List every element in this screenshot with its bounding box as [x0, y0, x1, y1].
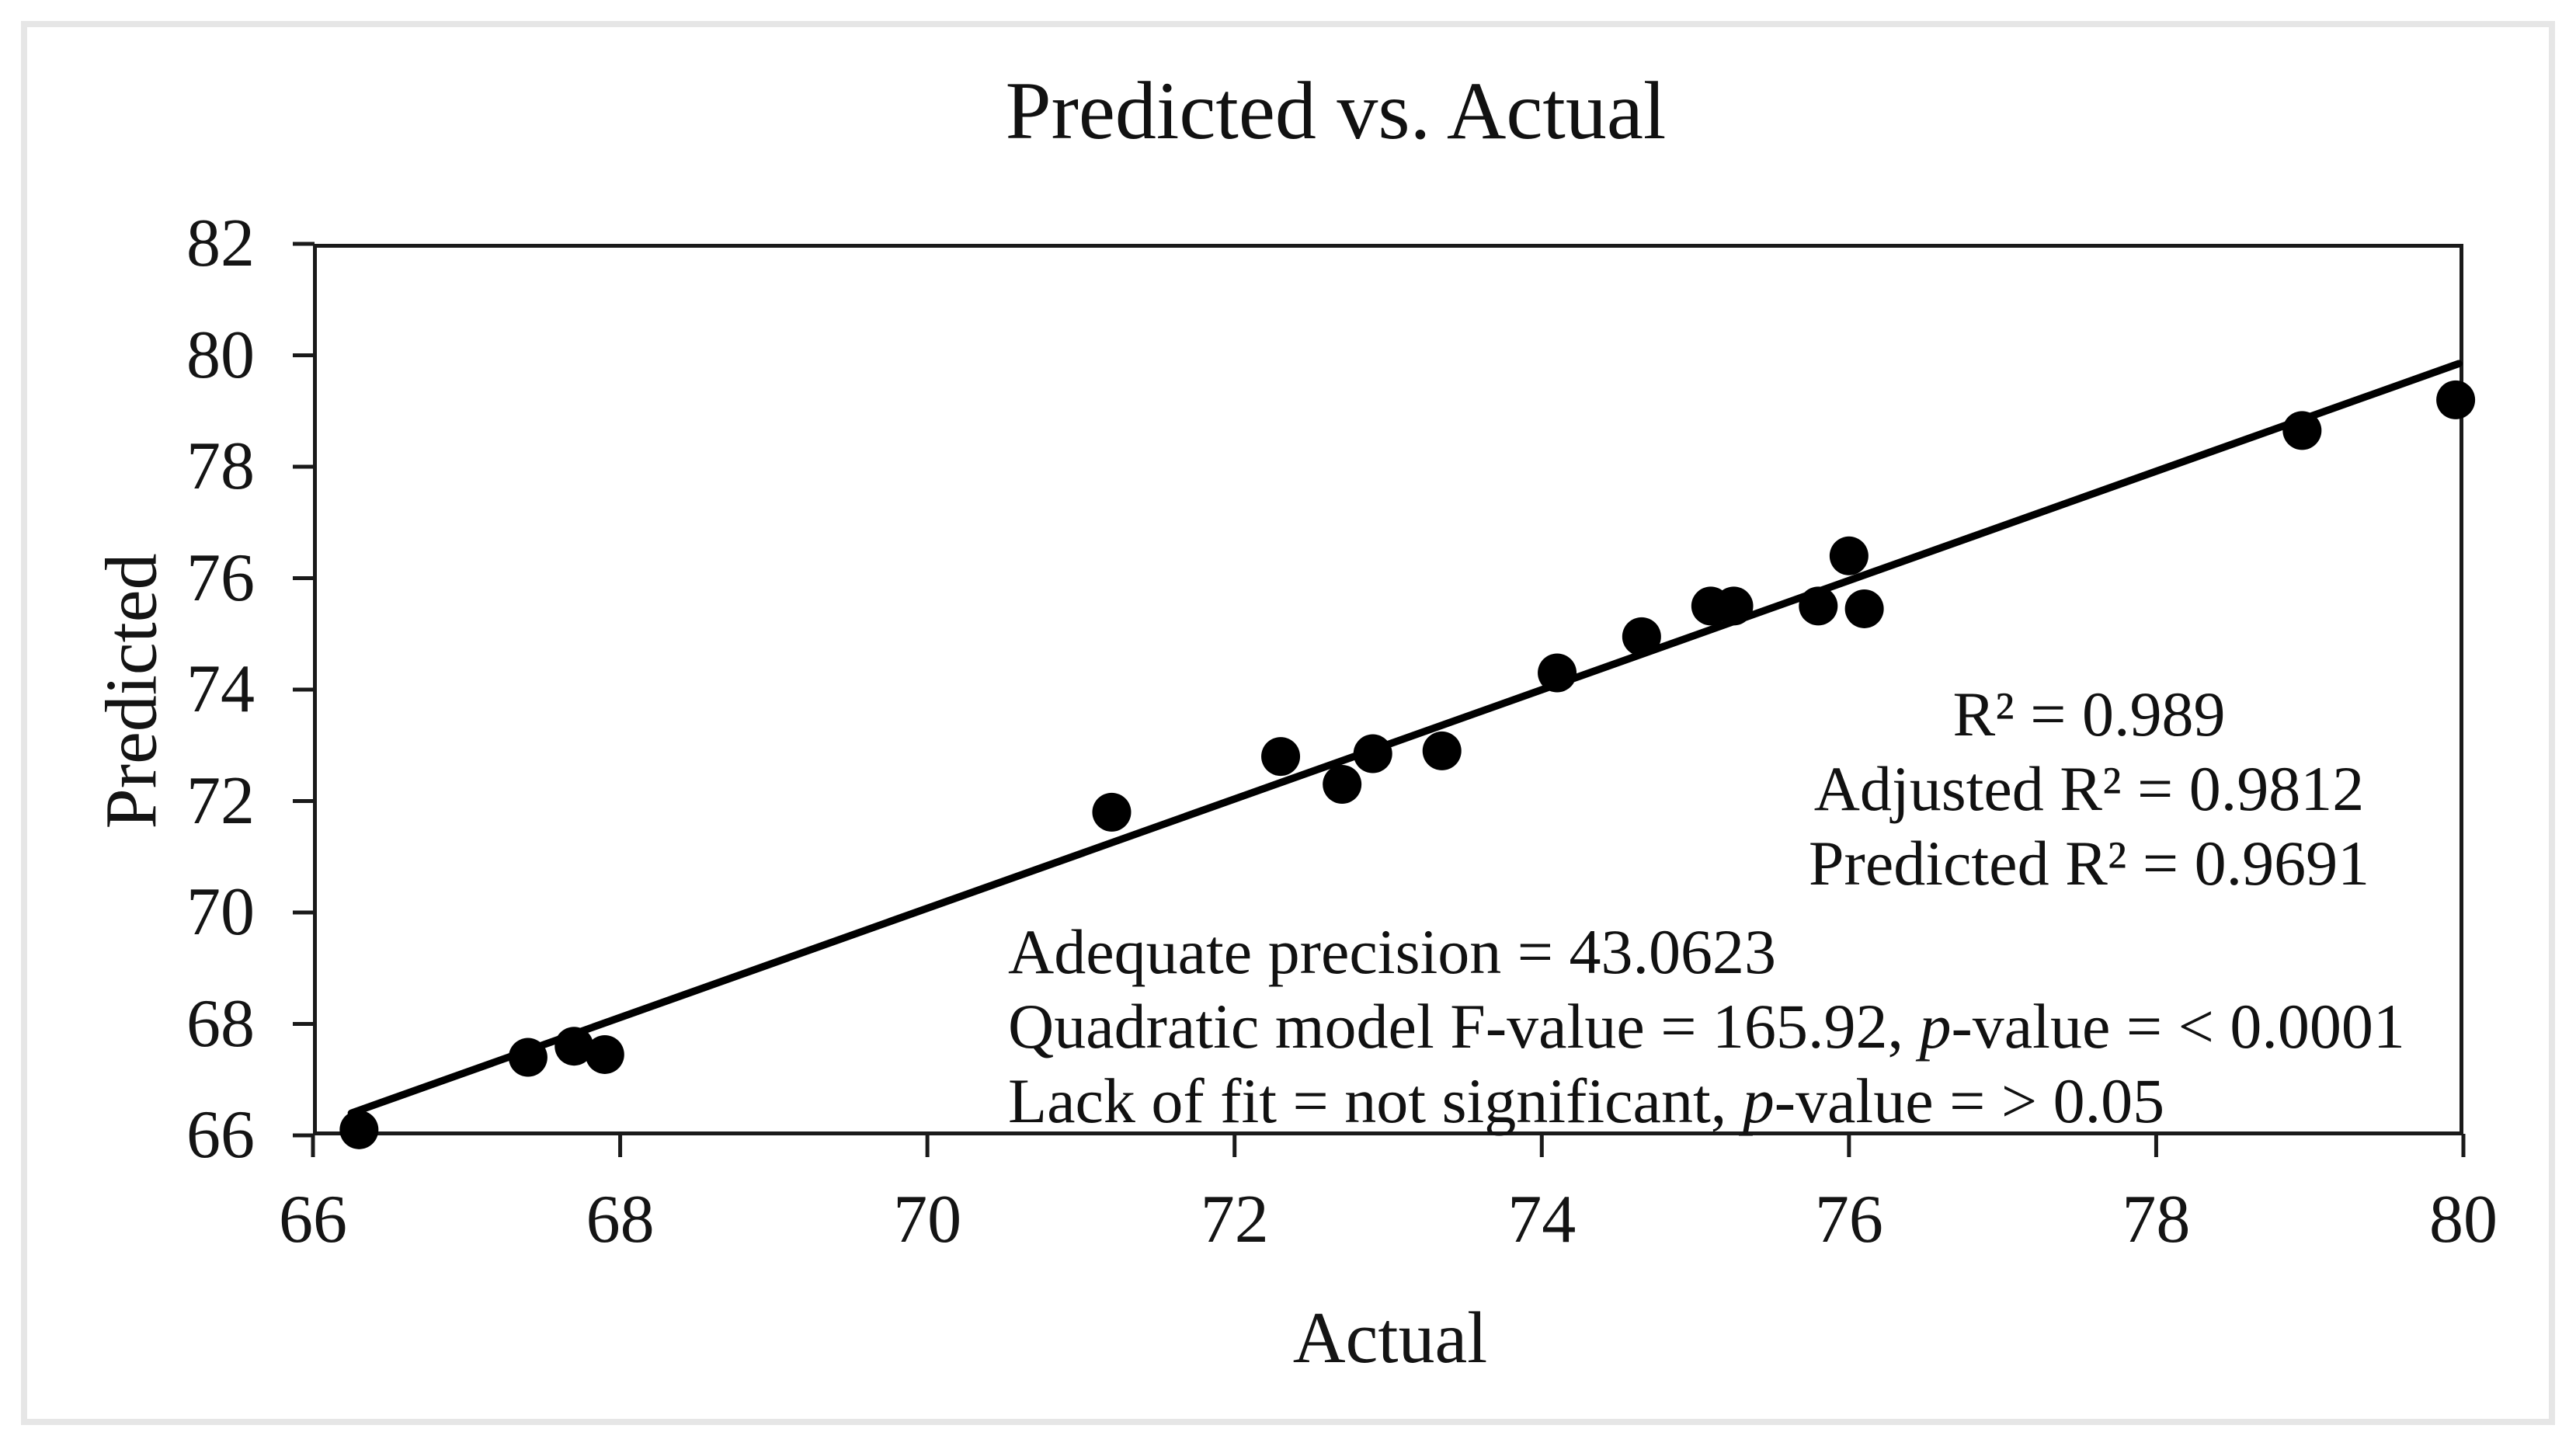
- lack-of-fit-line: Lack of fit = not significant, p-value =…: [1008, 1065, 2165, 1136]
- adjusted-r-squared-line: Adjusted R² = 0.9812: [1813, 753, 2365, 824]
- y-tick-label: 68: [186, 985, 255, 1062]
- y-axis-title: Predicted: [91, 553, 172, 829]
- y-tick-label: 80: [186, 317, 255, 393]
- data-point: [1829, 536, 1869, 575]
- chart-title: Predicted vs. Actual: [1005, 65, 1667, 156]
- data-point: [1422, 731, 1462, 770]
- plot-canvas: [293, 242, 2476, 1157]
- y-tick-label: 70: [186, 874, 255, 950]
- x-tick-label: 68: [586, 1182, 655, 1257]
- x-axis-title: Actual: [1292, 1298, 1488, 1378]
- y-tick-label: 82: [186, 206, 255, 281]
- x-tick-label: 70: [893, 1182, 962, 1257]
- data-point: [1622, 617, 1661, 656]
- data-point: [1714, 586, 1754, 626]
- y-tick-label: 78: [186, 429, 255, 504]
- data-point: [339, 1110, 379, 1149]
- x-tick-label: 72: [1200, 1182, 1269, 1257]
- model-stats-annotation: Adequate precision = 43.0623 Quadratic m…: [1008, 915, 2405, 1138]
- f-value-line: Quadratic model F-value = 165.92, p-valu…: [1008, 991, 2405, 1062]
- x-tick-label: 78: [2122, 1182, 2191, 1257]
- r-squared-annotation: R² = 0.989 Adjusted R² = 0.9812 Predicte…: [1809, 677, 2369, 901]
- data-point: [2436, 380, 2476, 419]
- plot-area: 66 68 70 72 74 76 78 80 66 68 70 72 74 76 78 80 82: [186, 206, 2498, 1257]
- predicted-r-squared-line: Predicted R² = 0.9691: [1808, 828, 2370, 899]
- axis-frame: [313, 244, 2463, 1135]
- fit-line: [347, 360, 2463, 1118]
- data-point: [1799, 586, 1838, 626]
- data-point: [1538, 653, 1577, 693]
- data-point: [508, 1038, 548, 1077]
- y-tick-label: 72: [186, 763, 255, 839]
- x-tick-label: 66: [279, 1182, 347, 1257]
- y-tick-label: 74: [186, 652, 255, 727]
- data-point: [1261, 737, 1301, 777]
- data-point: [554, 1027, 594, 1066]
- adequate-precision-line: Adequate precision = 43.0623: [1008, 916, 1777, 987]
- x-tick-label: 74: [1507, 1182, 1577, 1257]
- y-tick-label: 66: [186, 1097, 255, 1173]
- x-tick-label: 76: [1814, 1182, 1883, 1257]
- r-squared-line: R² = 0.989: [1952, 679, 2226, 749]
- data-point: [2282, 411, 2322, 450]
- data-point: [1353, 734, 1392, 773]
- x-tick-label: 80: [2429, 1182, 2498, 1257]
- data-point: [585, 1034, 624, 1074]
- data-point: [1092, 792, 1132, 832]
- data-point: [1844, 589, 1884, 628]
- y-tick-label: 76: [186, 540, 255, 616]
- data-point: [1323, 764, 1362, 804]
